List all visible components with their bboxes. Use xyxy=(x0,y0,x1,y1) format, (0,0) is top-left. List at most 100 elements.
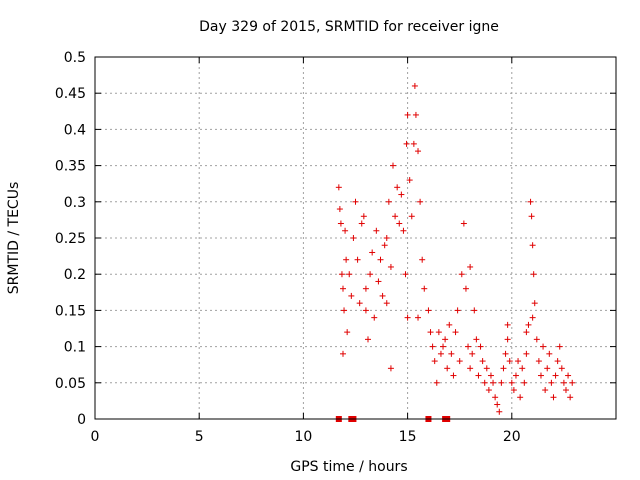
data-point xyxy=(506,358,513,365)
data-point xyxy=(504,321,511,328)
data-point xyxy=(542,387,549,394)
data-point xyxy=(554,358,561,365)
data-point xyxy=(540,343,547,350)
data-point xyxy=(440,343,447,350)
data-point xyxy=(467,365,474,372)
data-point xyxy=(544,365,551,372)
data-point xyxy=(528,213,535,220)
data-point xyxy=(521,379,528,386)
data-point xyxy=(433,379,440,386)
data-point xyxy=(490,379,497,386)
data-point xyxy=(403,140,410,147)
data-point xyxy=(398,191,405,198)
data-point xyxy=(530,271,537,278)
data-point xyxy=(485,387,492,394)
x-tick-label: 15 xyxy=(399,429,417,445)
data-point xyxy=(454,307,461,314)
data-point xyxy=(465,343,472,350)
y-tick-label: 0.3 xyxy=(64,195,86,211)
data-point xyxy=(396,220,403,227)
data-point xyxy=(431,358,438,365)
y-tick-label: 0.2 xyxy=(64,267,86,283)
data-point xyxy=(367,271,374,278)
data-point xyxy=(537,372,544,379)
data-point xyxy=(560,379,567,386)
data-point xyxy=(494,401,501,408)
data-point xyxy=(417,198,424,205)
data-point xyxy=(467,263,474,270)
data-point xyxy=(456,358,463,365)
data-point xyxy=(565,372,572,379)
data-point xyxy=(390,162,397,169)
data-point xyxy=(335,184,342,191)
data-point xyxy=(479,358,486,365)
y-tick-label: 0.4 xyxy=(64,122,86,138)
data-point xyxy=(444,365,451,372)
data-point xyxy=(562,387,569,394)
y-tick-label: 0.35 xyxy=(55,159,86,175)
data-point xyxy=(339,285,346,292)
data-point xyxy=(552,372,559,379)
x-tick-label: 10 xyxy=(294,429,312,445)
data-point xyxy=(415,148,422,155)
data-point xyxy=(548,379,555,386)
data-point xyxy=(415,314,422,321)
data-point xyxy=(375,278,382,285)
x-tick-label: 0 xyxy=(91,429,100,445)
data-point xyxy=(471,307,478,314)
data-point xyxy=(343,256,350,263)
data-point xyxy=(411,82,418,89)
data-point xyxy=(462,285,469,292)
data-point xyxy=(421,285,428,292)
data-point xyxy=(425,307,432,314)
y-tick-label: 0.45 xyxy=(55,86,86,102)
y-tick-label: 0.5 xyxy=(64,50,86,66)
y-tick-label: 0.05 xyxy=(55,376,86,392)
data-point xyxy=(437,350,444,357)
data-point xyxy=(410,140,417,147)
data-point xyxy=(496,408,503,415)
data-point xyxy=(369,249,376,256)
data-point xyxy=(460,220,467,227)
data-point xyxy=(358,220,365,227)
data-point xyxy=(500,365,507,372)
data-point xyxy=(385,198,392,205)
data-point xyxy=(475,372,482,379)
data-point xyxy=(435,329,442,336)
data-point xyxy=(381,242,388,249)
data-point xyxy=(519,365,526,372)
axis-ticks: 0 5 10 15 20 0 0.05 0.1 0.15 0.2 0.25 0.3 0.35 0.4 0.4… xyxy=(55,50,616,445)
data-point xyxy=(527,198,534,205)
data-point xyxy=(346,271,353,278)
y-tick-label: 0.1 xyxy=(64,340,86,356)
data-point xyxy=(383,235,390,241)
data-point xyxy=(448,350,455,357)
data-point xyxy=(442,336,449,343)
data-point xyxy=(533,336,540,343)
data-point xyxy=(427,329,434,336)
data-point xyxy=(404,111,411,118)
data-point xyxy=(404,314,411,321)
data-point xyxy=(531,300,538,307)
data-point xyxy=(512,372,519,379)
data-point xyxy=(523,329,530,336)
data-point xyxy=(350,235,357,241)
data-point xyxy=(356,300,363,307)
data-point xyxy=(373,227,380,234)
chart-title: Day 329 of 2015, SRMTID for receiver ign… xyxy=(199,19,499,35)
x-tick-label: 5 xyxy=(195,429,204,445)
x-tick-label: 20 xyxy=(503,429,521,445)
data-point xyxy=(392,213,399,220)
data-point xyxy=(377,256,384,263)
data-point xyxy=(558,365,565,372)
data-point xyxy=(458,271,465,278)
data-point xyxy=(508,379,515,386)
data-point xyxy=(452,329,459,336)
y-tick-label: 0 xyxy=(77,412,86,428)
data-point xyxy=(567,394,574,401)
y-tick-label: 0.15 xyxy=(55,303,86,319)
data-point xyxy=(339,350,346,357)
data-point xyxy=(371,314,378,321)
data-point xyxy=(481,379,488,386)
data-point xyxy=(365,336,372,343)
